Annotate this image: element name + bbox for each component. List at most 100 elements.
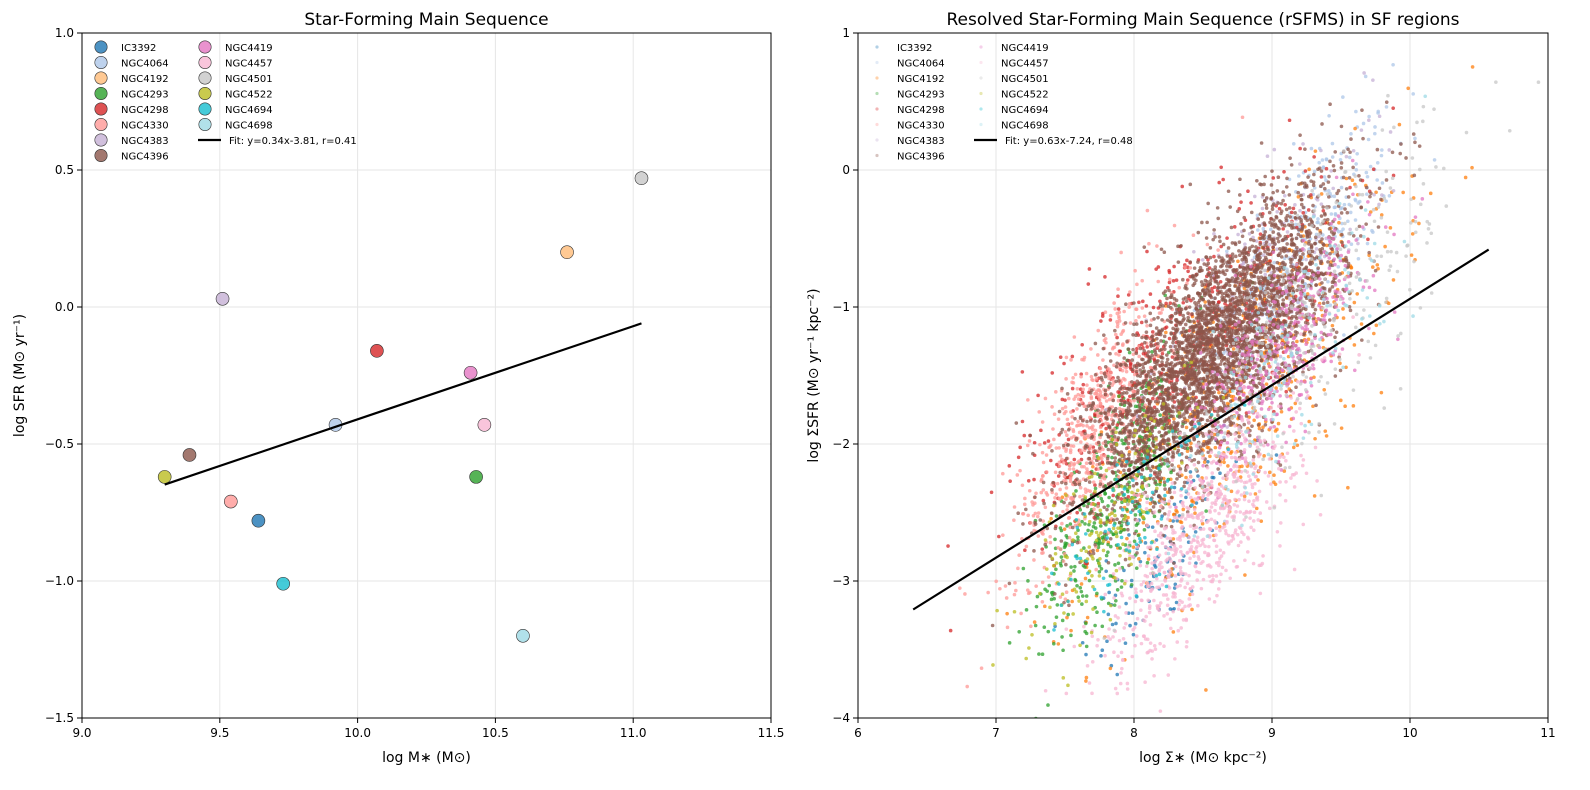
data-point: [1095, 610, 1099, 614]
data-point: [1190, 607, 1194, 612]
data-point: [1115, 672, 1120, 677]
data-point: [1087, 578, 1092, 583]
data-point: [1129, 578, 1134, 583]
data-point: [1138, 406, 1142, 411]
data-point: [1057, 446, 1061, 450]
data-point: [1357, 174, 1361, 178]
data-point: [1339, 426, 1344, 430]
data-point: [1135, 551, 1139, 555]
data-point: [1099, 496, 1104, 501]
data-point: [1261, 425, 1265, 430]
data-point: [1056, 474, 1061, 478]
data-point: [1111, 378, 1115, 382]
data-point: [1033, 495, 1037, 499]
data-point: [1110, 444, 1114, 449]
data-point: [1128, 290, 1132, 294]
data-point: [1248, 363, 1253, 367]
data-point: [1152, 470, 1157, 475]
legend-label: NGC4298: [121, 105, 169, 116]
data-point: [1052, 596, 1056, 601]
data-point: [1377, 202, 1381, 207]
data-point: [1068, 501, 1072, 506]
data-point: [1212, 232, 1216, 236]
data-point: [1065, 615, 1069, 620]
data-point: [1111, 493, 1115, 498]
data-point: [1463, 175, 1468, 180]
data-point: [1249, 201, 1253, 205]
data-point: [1156, 265, 1161, 269]
data-point: [1034, 604, 1039, 609]
data-point: [1115, 588, 1120, 592]
data-point: [1134, 566, 1139, 570]
data-point: [1295, 339, 1299, 344]
data-point: [1133, 621, 1138, 626]
legend-marker: [198, 87, 212, 101]
data-point: [1379, 390, 1384, 395]
data-point: [1252, 260, 1256, 265]
data-point: [1175, 518, 1180, 523]
data-point: [1119, 585, 1124, 589]
data-point: [1344, 176, 1349, 181]
data-point: [1391, 62, 1395, 67]
data-point: [1138, 368, 1142, 372]
data-point: [1145, 208, 1150, 213]
data-point: [1062, 527, 1067, 531]
data-point: [1102, 476, 1107, 481]
data-point: [1025, 443, 1030, 448]
data-point: [1294, 262, 1299, 267]
data-point: [1023, 496, 1027, 501]
data-point: [1285, 242, 1289, 246]
data-point: [1329, 212, 1334, 216]
data-point: [1311, 183, 1316, 188]
data-point: [1057, 460, 1062, 465]
data-point: [1329, 169, 1333, 173]
data-point: [224, 494, 238, 509]
data-point: [1102, 411, 1107, 415]
data-point: [1160, 307, 1165, 312]
data-point: [1300, 280, 1305, 285]
legend-marker: [198, 118, 212, 132]
data-point: [1137, 557, 1141, 561]
data-point: [1391, 188, 1396, 193]
data-point: [1104, 569, 1108, 574]
data-point: [1295, 245, 1299, 250]
data-point: [1379, 153, 1384, 158]
data-point: [1229, 225, 1234, 230]
data-point: [1085, 615, 1090, 620]
data-point: [1375, 178, 1379, 182]
data-point: [1219, 244, 1224, 249]
data-point: [1131, 632, 1136, 637]
data-point: [1027, 488, 1032, 493]
data-point: [1363, 74, 1368, 79]
data-point: [1391, 173, 1396, 178]
data-point: [1322, 211, 1327, 216]
data-point: [1319, 202, 1324, 206]
data-point: [1258, 242, 1263, 247]
data-point: [1073, 416, 1077, 421]
data-point: [1093, 483, 1097, 487]
data-point: [1325, 217, 1330, 222]
x-tick-label: 11.0: [620, 726, 647, 740]
data-point: [1288, 257, 1293, 262]
data-point: [1174, 278, 1179, 282]
data-point: [1134, 476, 1138, 481]
data-point: [1140, 306, 1145, 310]
data-point: [1254, 506, 1259, 511]
data-point: [1137, 414, 1142, 419]
data-point: [1142, 314, 1147, 318]
data-point: [1365, 174, 1370, 179]
data-point: [1013, 581, 1017, 585]
data-point: [1346, 485, 1350, 490]
data-point: [1110, 413, 1114, 418]
data-point: [1218, 279, 1223, 284]
data-point: [1127, 350, 1132, 355]
data-point: [1285, 176, 1289, 181]
data-point: [1003, 584, 1008, 588]
data-point: [1187, 328, 1192, 333]
data-point: [1064, 447, 1069, 451]
data-point: [1060, 635, 1064, 639]
data-point: [1270, 169, 1274, 173]
data-point: [1063, 583, 1068, 587]
data-point: [1058, 487, 1062, 492]
data-point: [1242, 215, 1247, 220]
